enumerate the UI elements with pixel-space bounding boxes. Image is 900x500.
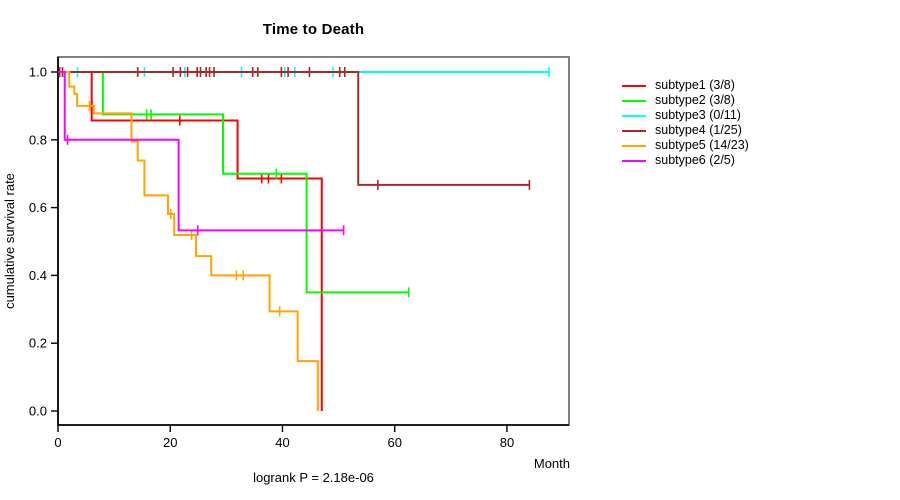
legend-item: subtype4 (1/25)	[622, 123, 749, 138]
x-tick-label: 40	[275, 435, 289, 450]
legend-swatch-subtype1	[622, 84, 646, 87]
legend-label: subtype2 (3/8)	[655, 93, 735, 107]
km-curve-subtype2	[58, 71, 409, 294]
km-curve-subtype6	[58, 71, 344, 232]
legend-swatch-subtype6	[622, 159, 646, 162]
km-curve-subtype1	[58, 71, 323, 411]
x-axis-title: Month	[533, 456, 570, 471]
x-tick-label: 0	[54, 435, 61, 450]
y-tick-label: 1.0	[29, 65, 47, 80]
legend-swatch-subtype3	[622, 114, 646, 117]
legend-swatch-subtype2	[622, 99, 646, 102]
legend-item: subtype3 (0/11)	[622, 108, 749, 123]
legend: subtype1 (3/8) subtype2 (3/8) subtype3 (…	[622, 78, 749, 168]
y-tick-label: 0.6	[29, 200, 47, 215]
x-tick-label: 80	[500, 435, 514, 450]
legend-item: subtype5 (14/23)	[622, 138, 749, 153]
legend-item: subtype2 (3/8)	[622, 93, 749, 108]
legend-item: subtype1 (3/8)	[622, 78, 749, 93]
km-curve-subtype5	[58, 71, 319, 411]
logrank-p-annotation: logrank P = 2.18e-06	[253, 470, 374, 485]
km-curve-subtype4	[58, 71, 530, 186]
chart-title: Time to Death	[262, 21, 365, 38]
legend-label: subtype5 (14/23)	[655, 138, 749, 152]
legend-label: subtype6 (2/5)	[655, 153, 735, 167]
legend-swatch-subtype5	[622, 144, 646, 147]
x-tick-label: 60	[387, 435, 401, 450]
y-tick-label: 0.2	[29, 336, 47, 351]
x-tick-label: 20	[163, 435, 177, 450]
plot-box	[57, 56, 570, 426]
legend-label: subtype4 (1/25)	[655, 123, 742, 137]
legend-label: subtype3 (0/11)	[655, 108, 741, 122]
legend-swatch-subtype4	[622, 129, 646, 132]
legend-label: subtype1 (3/8)	[655, 78, 735, 92]
y-axis-title: cumulative survival rate	[2, 173, 17, 309]
legend-item: subtype6 (2/5)	[622, 153, 749, 168]
y-tick-label: 0.0	[29, 404, 47, 419]
y-tick-label: 0.8	[29, 132, 47, 147]
y-tick-label: 0.4	[29, 268, 47, 283]
